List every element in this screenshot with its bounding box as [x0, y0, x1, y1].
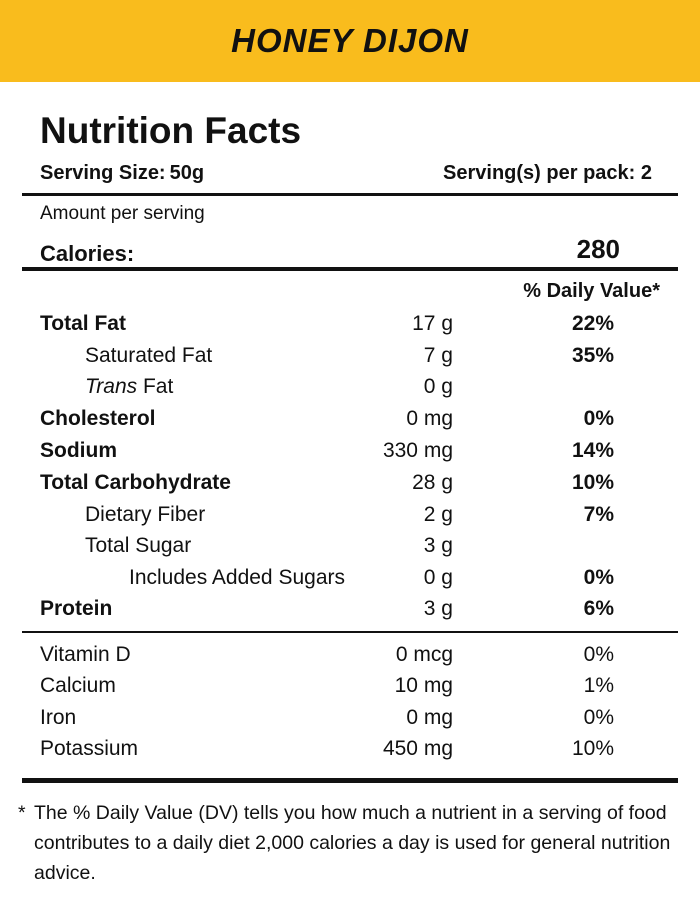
thick-divider: [22, 778, 678, 783]
thick-divider: [22, 267, 678, 271]
product-banner: HONEY DIJON: [0, 0, 700, 82]
vitamin-name: Vitamin D: [40, 643, 131, 666]
nutrient-name: Trans Fat: [85, 375, 173, 399]
nutrient-daily-value: 0%: [583, 407, 614, 430]
trans-italic: Trans: [85, 375, 138, 398]
nutrient-amount: 3 g: [423, 534, 453, 557]
vitamin-amount: 0 mcg: [395, 643, 453, 666]
nutrient-daily-value: 35%: [571, 344, 614, 367]
nutrient-row-total-sugar: Total Sugar 3 g: [22, 534, 678, 564]
nutrient-daily-value: 7%: [583, 503, 614, 526]
nutrient-row-added-sugars: Includes Added Sugars 0 g 0%: [22, 566, 678, 596]
daily-value-footnote: * The % Daily Value (DV) tells you how m…: [18, 798, 682, 888]
nutrient-row-dietary-fiber: Dietary Fiber 2 g 7%: [22, 503, 678, 533]
vitamin-row-potassium: Potassium 450 mg 10%: [22, 737, 678, 767]
vitamin-daily-value: 0%: [583, 643, 614, 666]
nutrient-name: Dietary Fiber: [85, 503, 206, 526]
vitamin-amount: 10 mg: [394, 674, 453, 697]
vitamin-name: Calcium: [40, 674, 116, 697]
nutrient-name: Total Carbohydrate: [40, 471, 231, 494]
nutrient-amount: 0 g: [423, 566, 453, 589]
vitamin-row-calcium: Calcium 10 mg 1%: [22, 674, 678, 704]
nutrient-row-total-fat: Total Fat 17 g 22%: [22, 312, 678, 342]
nutrient-name: Total Sugar: [85, 534, 192, 557]
vitamin-amount: 450 mg: [382, 737, 453, 760]
nutrient-amount: 0 g: [423, 375, 453, 398]
serving-size: Serving Size: 50g: [40, 162, 204, 185]
vitamin-daily-value: 1%: [583, 674, 614, 697]
nutrient-daily-value: 10%: [571, 471, 614, 494]
divider: [22, 631, 678, 633]
nutrient-amount: 7 g: [423, 344, 453, 367]
calories-label: Calories:: [40, 241, 135, 266]
nutrient-amount: 330 mg: [382, 439, 453, 462]
nutrient-row-total-carbohydrate: Total Carbohydrate 28 g 10%: [22, 471, 678, 501]
nutrient-daily-value: 6%: [583, 597, 614, 620]
daily-value-header: % Daily Value*: [523, 280, 660, 302]
nutrient-name: Protein: [40, 597, 113, 620]
nutrient-amount: 17 g: [412, 312, 453, 335]
nutrient-row-saturated-fat: Saturated Fat 7 g 35%: [22, 344, 678, 374]
nutrient-row-trans-fat: Trans Fat 0 g: [22, 375, 678, 405]
footnote-marker: *: [18, 802, 26, 824]
vitamin-row-iron: Iron 0 mg 0%: [22, 706, 678, 736]
vitamin-name: Iron: [40, 706, 77, 729]
divider: [22, 193, 678, 196]
product-name: HONEY DIJON: [231, 22, 469, 59]
nutrient-amount: 0 mg: [406, 407, 453, 430]
nutrient-name: Sodium: [40, 439, 117, 462]
nutrient-amount: 28 g: [412, 471, 453, 494]
nutrient-amount: 2 g: [423, 503, 453, 526]
nutrient-amount: 3 g: [423, 597, 453, 620]
nutrient-row-cholesterol: Cholesterol 0 mg 0%: [22, 407, 678, 437]
nutrient-daily-value: 22%: [571, 312, 614, 335]
nutrient-daily-value: 14%: [571, 439, 614, 462]
nutrient-name: Total Fat: [40, 312, 126, 335]
nutrient-name: Cholesterol: [40, 407, 156, 430]
amount-per-serving: Amount per serving: [40, 203, 205, 224]
trans-rest: Fat: [137, 375, 174, 398]
servings-per-pack: Serving(s) per pack: 2: [443, 162, 652, 184]
nutrient-name: Includes Added Sugars: [129, 566, 345, 589]
serving-row: Serving Size: 50g Serving(s) per pack: 2: [40, 162, 652, 185]
nutrient-name: Saturated Fat: [85, 344, 213, 367]
vitamin-name: Potassium: [40, 737, 139, 760]
serving-size-label: Serving Size:: [40, 162, 166, 184]
vitamin-daily-value: 0%: [583, 706, 614, 729]
nutrient-row-sodium: Sodium 330 mg 14%: [22, 439, 678, 469]
serving-size-value: 50g: [169, 162, 205, 184]
vitamin-amount: 0 mg: [406, 706, 453, 729]
nutrient-daily-value: 0%: [583, 566, 614, 589]
nutrition-facts-title: Nutrition Facts: [40, 110, 302, 151]
nutrient-row-protein: Protein 3 g 6%: [22, 597, 678, 627]
vitamin-row-vitamin-d: Vitamin D 0 mcg 0%: [22, 643, 678, 673]
calories-value: 280: [576, 234, 620, 264]
vitamin-daily-value: 10%: [571, 737, 614, 760]
footnote-text: The % Daily Value (DV) tells you how muc…: [34, 802, 671, 884]
